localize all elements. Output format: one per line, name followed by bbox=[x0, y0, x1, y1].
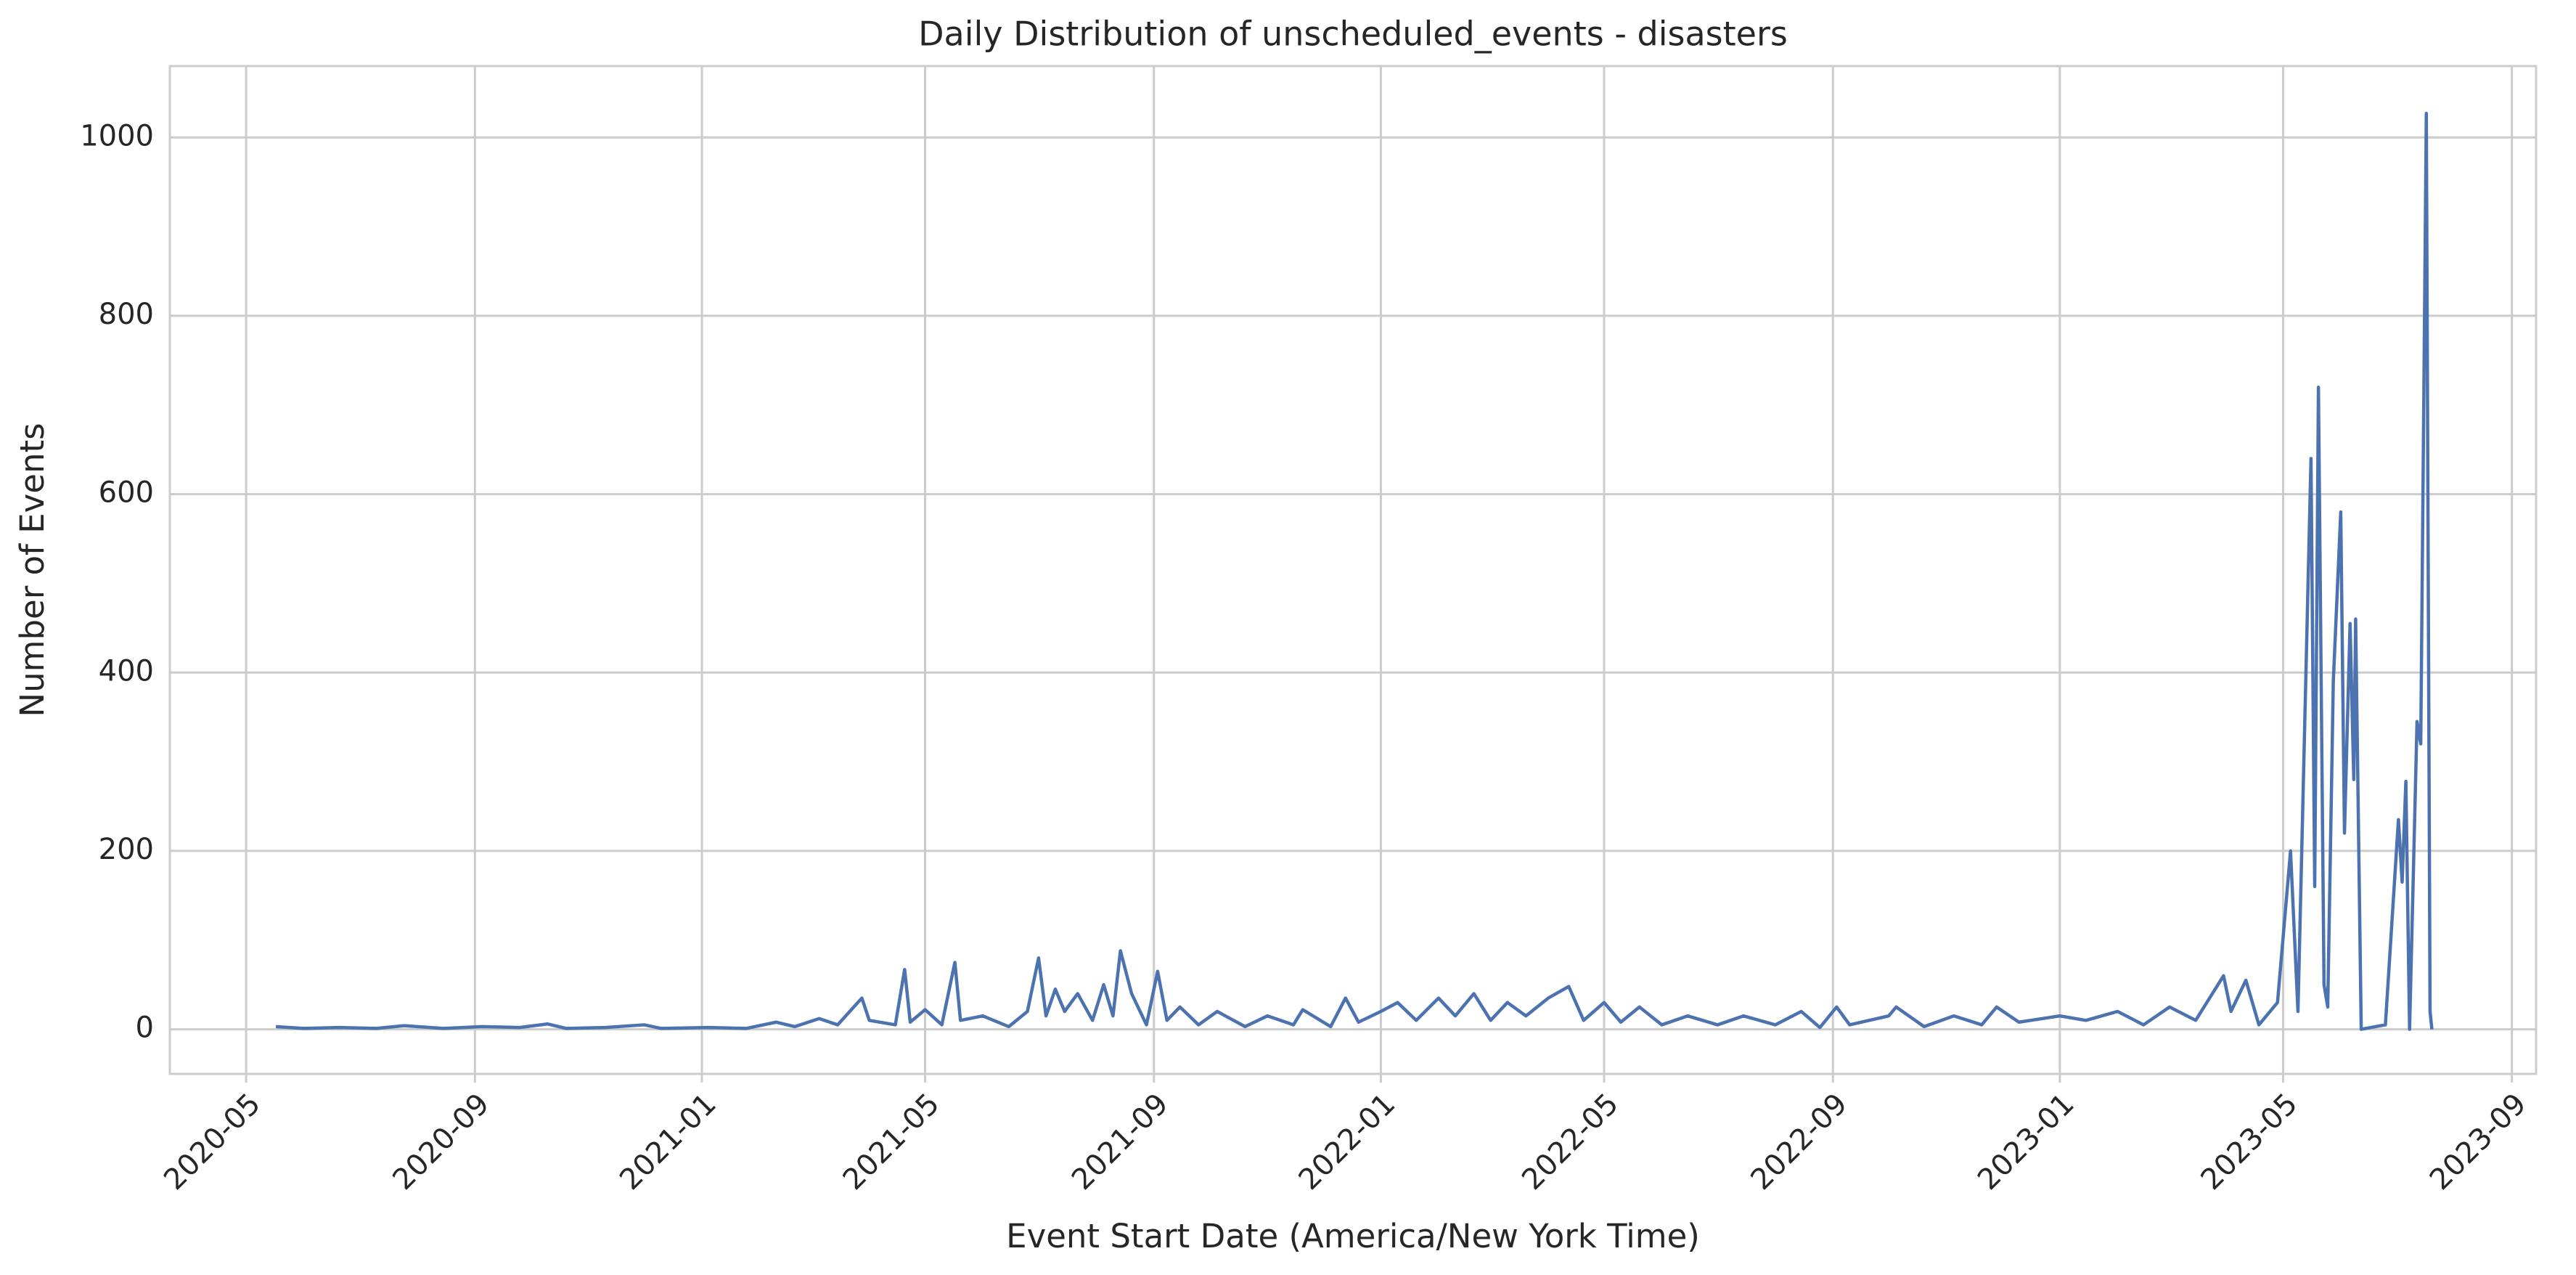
x-tick-label: 2021-09 bbox=[1066, 1087, 1175, 1197]
y-tick-label: 200 bbox=[99, 833, 154, 866]
y-tick-label: 0 bbox=[136, 1011, 154, 1045]
y-tick-label: 400 bbox=[99, 654, 154, 688]
data-line bbox=[275, 111, 2434, 1031]
y-tick-label: 600 bbox=[99, 476, 154, 510]
y-tick-label: 1000 bbox=[80, 119, 154, 152]
x-tick-label: 2022-09 bbox=[1744, 1087, 1854, 1197]
x-tick-label: 2020-05 bbox=[158, 1087, 267, 1197]
x-tick-label: 2022-05 bbox=[1516, 1087, 1625, 1197]
plot-frame bbox=[168, 65, 2538, 1075]
x-tick-label: 2023-05 bbox=[2195, 1087, 2305, 1197]
x-tick-label: 2022-01 bbox=[1293, 1087, 1402, 1197]
x-tick-label: 2021-05 bbox=[837, 1087, 946, 1197]
x-axis-label: Event Start Date (America/New York Time) bbox=[1006, 1217, 1700, 1255]
y-axis-label: Number of Events bbox=[13, 423, 52, 717]
x-tick-label: 2020-09 bbox=[386, 1087, 496, 1197]
x-tick-label: 2023-09 bbox=[2424, 1087, 2533, 1197]
chart-title: Daily Distribution of unscheduled_events… bbox=[918, 15, 1788, 54]
y-tick-label: 800 bbox=[99, 298, 154, 331]
x-tick-label: 2023-01 bbox=[1971, 1087, 2081, 1197]
x-tick-label: 2021-01 bbox=[613, 1087, 723, 1197]
